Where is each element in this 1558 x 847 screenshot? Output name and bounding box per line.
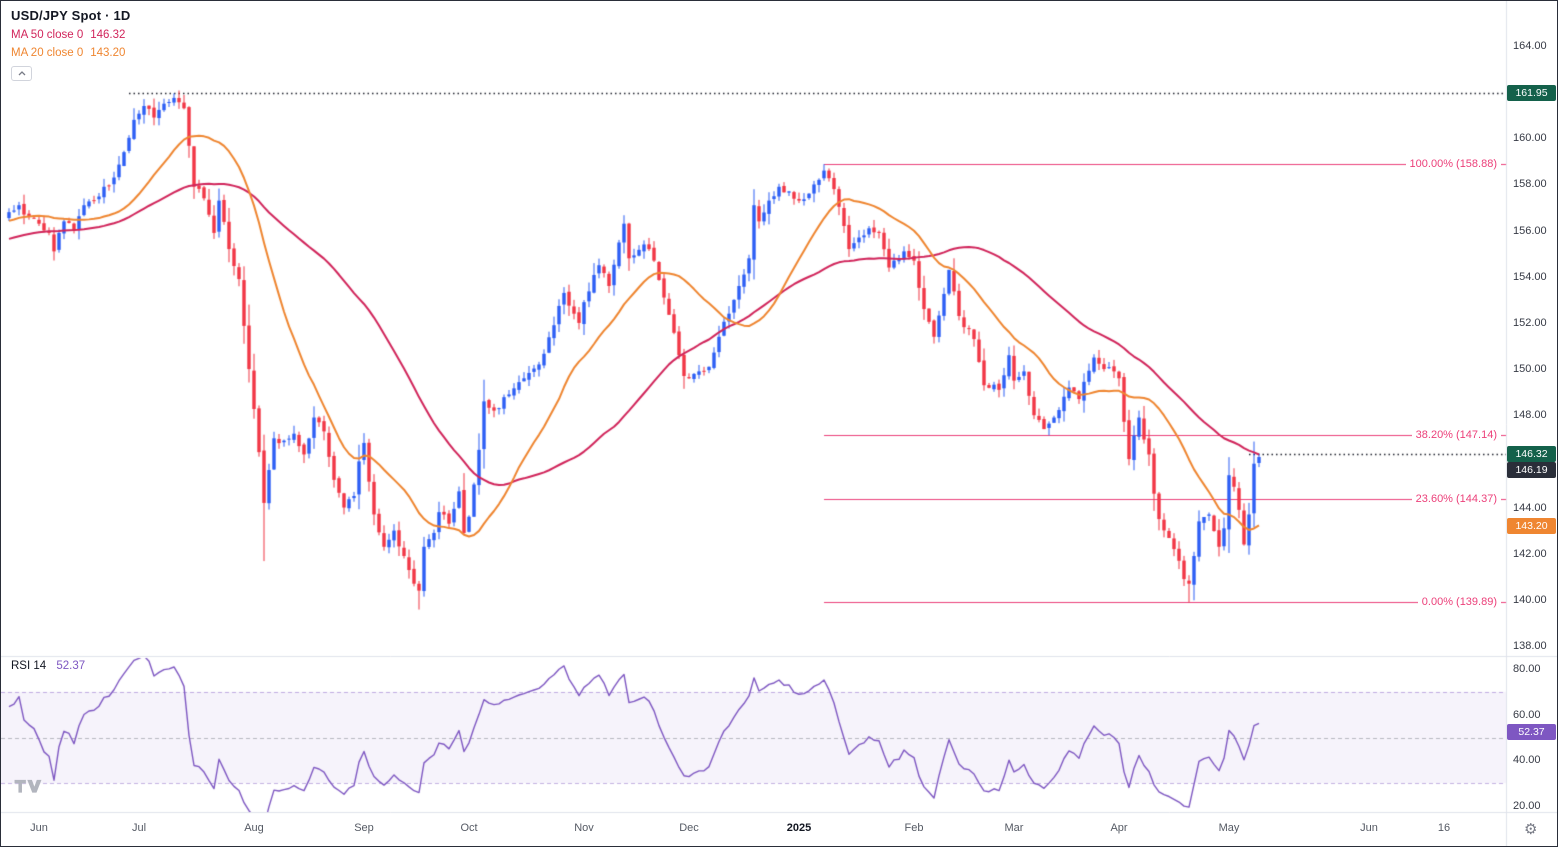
time-axis-label-16: 16 <box>1437 822 1451 834</box>
tradingview-logo-icon <box>14 779 42 793</box>
price-tick-label: 150.00 <box>1513 363 1547 376</box>
chevron-up-icon <box>18 71 25 76</box>
time-axis-label-Jun: Jun <box>1360 822 1378 834</box>
price-tick-label: 154.00 <box>1513 270 1547 283</box>
fib-level-label[interactable]: 38.20% (147.14) <box>1411 429 1501 442</box>
rsi-tick-label: 80.00 <box>1513 663 1541 675</box>
settings-gear-icon[interactable]: ⚙ <box>1524 821 1538 838</box>
symbol-legend: USD/JPY Spot · 1D MA 50 close 0 146.32 M… <box>11 8 130 81</box>
time-axis-label-Mar: Mar <box>1004 822 1024 834</box>
ma50-label: MA 50 close 0 <box>11 29 84 41</box>
ma20-value: 143.20 <box>90 47 126 59</box>
time-axis-label-Nov: Nov <box>574 822 594 834</box>
ma20-legend[interactable]: MA 20 close 0 143.20 <box>11 47 130 59</box>
price-tick-label: 158.00 <box>1513 178 1547 191</box>
price-tick-label: 144.00 <box>1513 501 1547 514</box>
ma50-value: 146.32 <box>90 29 126 41</box>
rsi-legend[interactable]: RSI 14 52.37 <box>11 660 85 672</box>
time-axis-label-May: May <box>1218 822 1240 834</box>
price-tick-label: 160.00 <box>1513 132 1547 145</box>
fib-level-label[interactable]: 0.00% (139.89) <box>1417 596 1501 609</box>
time-axis-label-Feb: Feb <box>904 822 924 834</box>
symbol-title[interactable]: USD/JPY Spot · 1D <box>11 8 131 23</box>
fib-level-label[interactable]: 23.60% (144.37) <box>1411 493 1501 505</box>
price-tick-label: 152.00 <box>1513 316 1547 329</box>
rsi-value-badge: 52.37 <box>1507 724 1556 741</box>
price-badge-146.32: 146.32 <box>1507 446 1556 462</box>
time-axis-label-Jul: Jul <box>131 822 147 834</box>
price-badge-146.19: 146.19 <box>1507 462 1556 478</box>
rsi-tick-label: 20.00 <box>1513 800 1541 812</box>
time-axis-label-Aug: Aug <box>244 822 264 834</box>
time-axis-label-Oct: Oct <box>460 822 478 834</box>
price-tick-label: 156.00 <box>1513 224 1547 237</box>
tradingview-logo[interactable] <box>13 777 43 799</box>
price-tick-label: 138.00 <box>1513 640 1547 652</box>
rsi-tick-label: 60.00 <box>1513 708 1541 721</box>
price-badge-161.95: 161.95 <box>1507 85 1556 102</box>
time-axis-label-Apr: Apr <box>1110 822 1128 834</box>
time-axis-label-Sep: Sep <box>354 822 374 834</box>
price-tick-label: 164.00 <box>1513 40 1547 52</box>
fib-level-label[interactable]: 100.00% (158.88) <box>1405 158 1501 171</box>
time-axis-label-2025: 2025 <box>786 822 812 834</box>
time-axis-label-Jun: Jun <box>30 822 48 834</box>
price-tick-label: 148.00 <box>1513 409 1547 422</box>
price-badge-143.20: 143.20 <box>1507 518 1556 534</box>
ma50-legend[interactable]: MA 50 close 0 146.32 <box>11 29 130 41</box>
time-axis-label-Dec: Dec <box>679 822 699 834</box>
rsi-value: 52.37 <box>56 660 86 672</box>
price-tick-label: 142.00 <box>1513 547 1547 560</box>
price-tick-label: 140.00 <box>1513 593 1547 606</box>
rsi-label: RSI 14 <box>11 660 47 672</box>
legend-collapse-button[interactable] <box>11 66 32 81</box>
ma20-label: MA 20 close 0 <box>11 47 84 59</box>
rsi-tick-label: 40.00 <box>1513 754 1541 767</box>
